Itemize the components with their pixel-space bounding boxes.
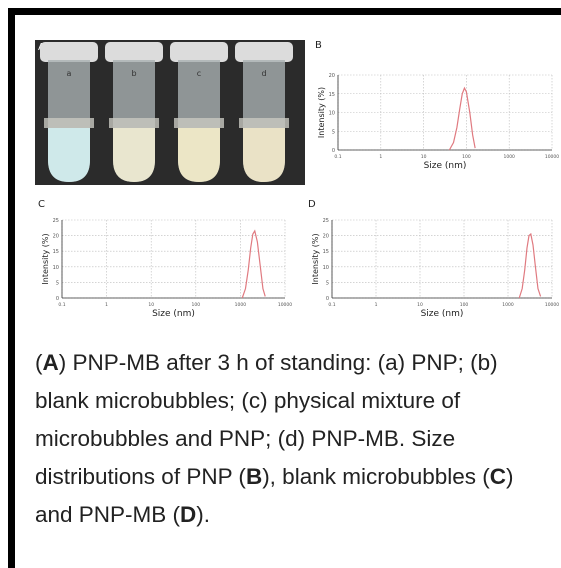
y-tick-label: 0 (56, 296, 59, 302)
y-tick-label: 0 (332, 148, 335, 154)
y-tick-label: 10 (329, 111, 335, 117)
y-tick-label: 10 (323, 265, 329, 271)
tube-label: c (197, 69, 201, 78)
panel-label: D (308, 199, 316, 210)
x-axis-label: Size (nm) (421, 309, 464, 319)
x-tick-label: 1 (105, 302, 108, 308)
left-border (8, 8, 15, 568)
x-tick-label: 1000 (235, 302, 247, 308)
y-tick-label: 0 (326, 296, 329, 302)
x-tick-label: 10000 (278, 302, 292, 308)
caption-text: ). (196, 502, 211, 527)
y-tick-label: 15 (323, 249, 329, 255)
x-tick-label: 0.1 (328, 302, 335, 308)
y-tick-label: 15 (53, 249, 59, 255)
caption: (A) PNP-MB after 3 h of standing: (a) PN… (35, 344, 555, 534)
tube-band (44, 118, 94, 128)
panel-label: C (38, 199, 45, 210)
y-tick-label: 20 (329, 73, 335, 79)
y-tick-label: 25 (323, 218, 329, 224)
tube-band (109, 118, 159, 128)
y-tick-label: 25 (53, 218, 59, 224)
y-tick-label: 20 (323, 234, 329, 240)
x-tick-label: 10 (421, 154, 427, 160)
panel-label: B (315, 40, 322, 51)
y-tick-label: 10 (53, 265, 59, 271)
caption-text: ) and PNP-MB ( (35, 464, 514, 527)
x-tick-label: 100 (192, 302, 201, 308)
x-tick-label: 1000 (503, 154, 515, 160)
x-axis-label: Size (nm) (152, 309, 195, 319)
x-tick-label: 10 (417, 302, 423, 308)
caption-bold: A (42, 350, 59, 375)
size-curve (241, 229, 266, 299)
y-axis-label: Intensity (%) (317, 87, 326, 138)
tube-lid (40, 42, 98, 62)
x-axis-label: Size (nm) (424, 161, 467, 171)
y-tick-label: 20 (53, 234, 59, 240)
caption-bold: B (245, 464, 263, 489)
caption-text: ( (35, 350, 43, 375)
y-axis-label: Intensity (%) (311, 233, 320, 284)
x-tick-label: 10000 (545, 302, 559, 308)
x-tick-label: 1000 (502, 302, 514, 308)
x-tick-label: 100 (460, 302, 469, 308)
tube-liquid (243, 128, 285, 182)
y-tick-label: 5 (332, 129, 335, 135)
top-border (8, 8, 561, 15)
tube-lid (235, 42, 293, 62)
caption-bold: C (489, 464, 507, 489)
tube-lid (170, 42, 228, 62)
caption-text: ) PNP-MB after 3 h of standing: (a) PNP;… (35, 350, 498, 489)
caption-text: ), blank microbubbles ( (262, 464, 490, 489)
x-tick-label: 1 (375, 302, 378, 308)
y-tick-label: 5 (326, 280, 329, 286)
tube-label: a (67, 69, 72, 78)
size-curve (448, 86, 476, 151)
tube-band (239, 118, 289, 128)
tube-liquid (48, 128, 90, 182)
tube-label: b (131, 69, 136, 78)
x-tick-label: 100 (462, 154, 471, 160)
x-tick-label: 10000 (545, 154, 559, 160)
y-tick-label: 5 (56, 280, 59, 286)
tube-lid (105, 42, 163, 62)
tube-label: d (261, 69, 266, 78)
tube-band (174, 118, 224, 128)
caption-bold: D (180, 502, 197, 527)
x-tick-label: 1 (379, 154, 382, 160)
x-tick-label: 10 (148, 302, 154, 308)
y-tick-label: 15 (329, 92, 335, 98)
size-curve (518, 232, 542, 299)
y-axis-label: Intensity (%) (41, 233, 50, 284)
x-tick-label: 0.1 (334, 154, 341, 160)
tube-liquid (113, 128, 155, 182)
tube-liquid (178, 128, 220, 182)
x-tick-label: 0.1 (58, 302, 65, 308)
